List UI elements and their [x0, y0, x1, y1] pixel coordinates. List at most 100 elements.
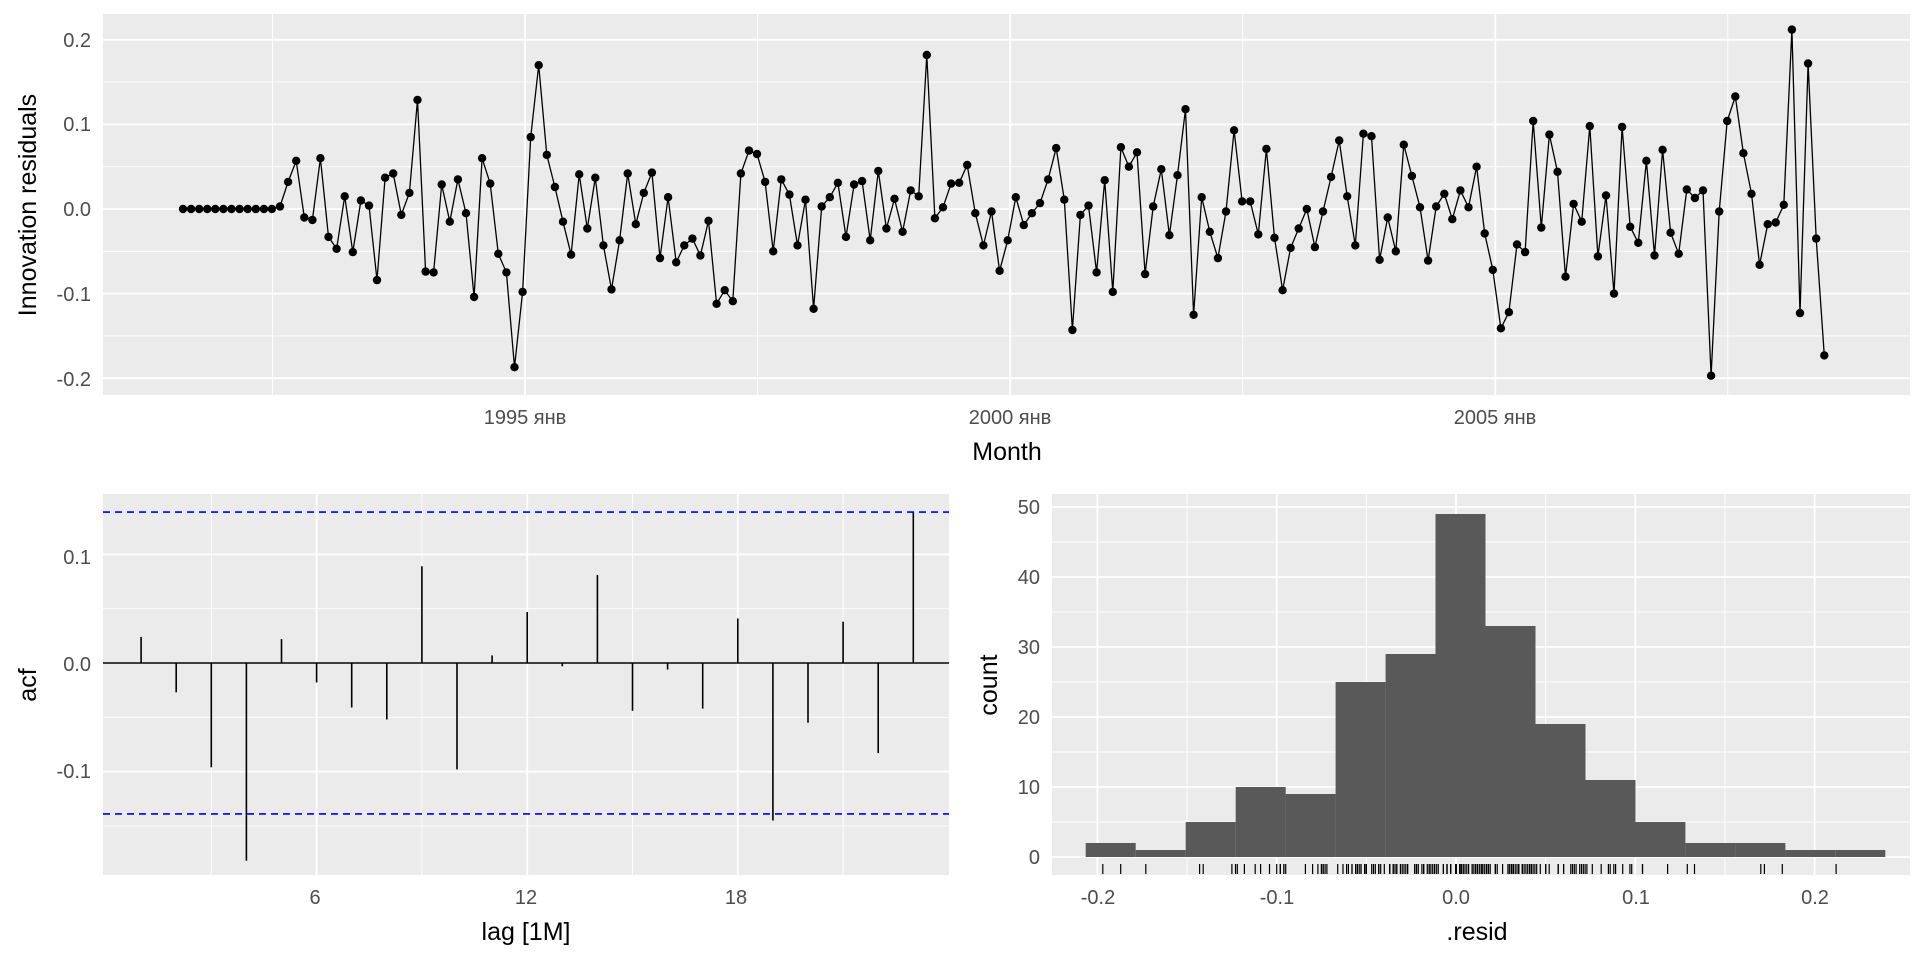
ts-point — [1739, 149, 1748, 158]
ts-point — [882, 224, 891, 233]
ts-xtick-label: 2000 янв — [969, 407, 1052, 429]
hist-bar — [1685, 843, 1736, 857]
ts-point — [461, 209, 471, 218]
ts-point — [752, 149, 762, 159]
ts-point — [1189, 310, 1198, 319]
ts-point — [1601, 191, 1611, 200]
ts-point — [502, 268, 511, 277]
ts-point — [469, 292, 479, 302]
ts-point — [397, 210, 406, 220]
ts-point — [477, 154, 487, 163]
ts-point — [777, 175, 786, 184]
hist-bars — [1085, 514, 1886, 857]
ts-point — [1318, 207, 1328, 216]
ts-point — [1440, 189, 1449, 198]
ts-point — [1755, 260, 1764, 269]
ts-point — [979, 241, 988, 250]
hist-ytick-label: 10 — [1018, 777, 1040, 799]
ts-point — [1027, 209, 1037, 218]
ts-point — [453, 175, 463, 184]
ts-point — [1213, 253, 1223, 263]
ts-point — [866, 236, 875, 245]
ts-point — [1464, 203, 1473, 212]
ts-point — [340, 192, 349, 201]
ts-point — [1407, 171, 1417, 181]
ts-point — [1108, 287, 1118, 297]
ts-point — [1537, 223, 1546, 232]
ts-point — [1803, 59, 1813, 68]
hist-ytick-label: 0 — [1029, 847, 1040, 869]
ts-xtick-label: 2005 янв — [1454, 407, 1537, 429]
hist-bar — [1635, 822, 1686, 857]
hist-bar — [1835, 850, 1886, 857]
hist-panel: 50 40 30 20 10 0 -0.2 -0.1 0.0 0.1 0.2 .… — [975, 494, 1910, 946]
ts-ytick-label: 0.1 — [63, 114, 91, 136]
hist-x-axis-title: .resid — [1446, 918, 1507, 946]
ts-point — [809, 304, 818, 313]
ts-point — [1383, 213, 1392, 222]
ts-point — [720, 286, 729, 295]
ts-point — [1666, 228, 1675, 237]
ts-point — [251, 204, 260, 214]
ts-y-tick-labels: 0.2 0.1 0.0 -0.1 -0.2 — [57, 30, 91, 391]
ts-point — [1221, 207, 1231, 216]
ts-point — [1609, 289, 1619, 298]
ts-point — [1246, 197, 1255, 206]
ts-point — [510, 363, 519, 372]
ts-point — [599, 241, 608, 250]
hist-bar — [1585, 780, 1636, 857]
ts-point — [1617, 122, 1627, 132]
ts-point — [825, 193, 834, 202]
hist-xtick-label: -0.1 — [1260, 887, 1294, 909]
hist-xtick-label: -0.2 — [1081, 887, 1115, 909]
ts-point — [195, 204, 204, 214]
ts-point — [1795, 308, 1805, 318]
ts-point — [615, 236, 624, 245]
ts-point — [1197, 193, 1206, 202]
ts-point — [1706, 371, 1716, 380]
ts-point — [1165, 231, 1174, 240]
ts-point — [372, 275, 382, 285]
ts-point — [235, 204, 244, 214]
ts-point — [1205, 227, 1215, 236]
ts-point — [203, 204, 212, 214]
ts-point — [1173, 171, 1182, 180]
ts-point — [1812, 234, 1821, 243]
ts-point — [1731, 92, 1740, 101]
hist-bar — [1485, 626, 1536, 857]
hist-bar — [1785, 850, 1836, 857]
ts-gridlines — [103, 14, 1910, 395]
ts-point — [938, 203, 948, 212]
ts-point — [1351, 241, 1360, 250]
ts-point — [849, 180, 859, 189]
ts-point — [1343, 192, 1352, 201]
ts-point — [332, 244, 341, 253]
ts-point — [227, 204, 236, 214]
ts-point — [1658, 145, 1667, 154]
ts-point — [211, 204, 220, 214]
ts-point — [874, 166, 883, 176]
hist-y-tick-labels: 50 40 30 20 10 0 — [1018, 497, 1040, 869]
ts-point — [1302, 204, 1312, 214]
ts-point — [380, 173, 390, 182]
ts-point — [1577, 217, 1586, 226]
acf-y-axis-title: acf — [14, 668, 42, 701]
ts-point — [1690, 193, 1700, 203]
acf-plot-background — [103, 494, 949, 875]
ts-point — [696, 251, 705, 260]
ts-point — [963, 160, 972, 170]
ts-point — [1569, 199, 1578, 209]
ts-point — [1682, 185, 1692, 194]
ts-point — [1553, 167, 1562, 176]
ts-point — [219, 204, 228, 214]
ts-point — [534, 60, 543, 70]
ts-point — [1359, 129, 1368, 138]
ts-point — [995, 266, 1004, 275]
ts-point — [267, 204, 277, 214]
ts-y-axis-title: Innovation residuals — [14, 94, 42, 316]
ts-point — [259, 204, 269, 214]
ts-point — [178, 204, 188, 214]
ts-point — [1076, 210, 1085, 220]
ts-point — [1140, 269, 1150, 279]
